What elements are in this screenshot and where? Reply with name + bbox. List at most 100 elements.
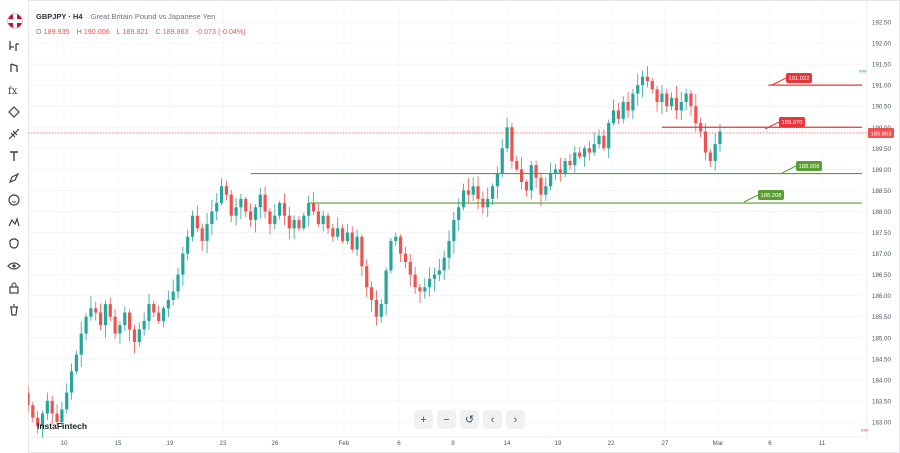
level-tag[interactable] <box>796 161 822 171</box>
close-value: 189.863 <box>162 27 189 36</box>
text-icon[interactable] <box>4 147 24 165</box>
x-tick-label: 15 <box>115 440 122 447</box>
scroll-right-button[interactable]: › <box>506 410 525 429</box>
trend-line-icon[interactable] <box>4 59 24 77</box>
candle-body <box>413 274 417 288</box>
svg-text:fx: fx <box>8 86 18 97</box>
candle-body <box>152 304 156 313</box>
y-tick-label: 185.50 <box>872 314 891 321</box>
candle-body <box>31 405 35 418</box>
level-label: 189.970 <box>782 120 803 126</box>
scroll-left-button[interactable]: ‹ <box>483 410 502 429</box>
y-tick-label: 190.50 <box>872 104 891 111</box>
x-tick-label: 14 <box>504 440 511 447</box>
candle-body <box>674 97 679 111</box>
x-tick-label: 26 <box>272 440 279 447</box>
y-tick-label: 189.50 <box>872 146 891 153</box>
candle-body <box>587 148 591 153</box>
candle-body <box>253 207 258 220</box>
small-tag-top: ### <box>859 69 867 74</box>
x-tick-label: Feb <box>339 440 350 447</box>
reset-button[interactable]: ↺ <box>460 410 479 429</box>
eye-icon[interactable] <box>4 257 24 275</box>
candle-body <box>321 215 325 225</box>
candle-body <box>132 329 137 342</box>
level-tag[interactable] <box>779 117 805 127</box>
candle-body <box>568 160 572 166</box>
ohlc-readout: O 189.935 H 190.006 L 189.821 C 189.863 … <box>36 27 251 36</box>
x-tick-label: 6 <box>768 440 772 447</box>
candle-body <box>36 417 40 427</box>
candle-body <box>457 207 461 220</box>
candle-body <box>195 215 199 229</box>
brand-watermark: InstaFintech <box>37 421 88 431</box>
candle-body <box>113 316 117 334</box>
candle-body <box>626 102 630 111</box>
candle-body <box>258 194 262 208</box>
candle-body <box>640 76 645 86</box>
x-tick-label: Mar <box>713 440 724 447</box>
crosshair-icon[interactable] <box>4 37 24 55</box>
flag-icon[interactable] <box>7 13 23 29</box>
level-tag[interactable] <box>786 73 812 83</box>
candle-body <box>278 203 282 216</box>
measure-icon[interactable] <box>4 213 24 231</box>
candle-body <box>287 215 291 229</box>
symbol-legend: GBPJPY · H4 Great Britain Pound vs Japan… <box>36 12 215 21</box>
patterns-icon[interactable] <box>4 103 24 121</box>
candle-body <box>602 135 606 149</box>
candle-body <box>650 80 654 90</box>
candle-body <box>98 312 103 326</box>
candle-body <box>670 97 674 107</box>
level-tag[interactable] <box>758 190 784 200</box>
candle-body <box>549 173 553 187</box>
y-tick-label: 187.50 <box>872 230 891 237</box>
level-callout-line <box>743 194 759 203</box>
trash-icon[interactable] <box>4 301 24 319</box>
candle-body <box>534 165 538 178</box>
candle-body <box>176 274 180 292</box>
lock-icon[interactable] <box>4 279 24 297</box>
magnet-icon[interactable] <box>4 235 24 253</box>
y-tick-label: 191.50 <box>872 62 891 69</box>
candle-body <box>403 253 408 262</box>
x-tick-label: 19 <box>555 440 562 447</box>
x-tick-label: 6 <box>397 440 401 447</box>
candle-body <box>607 123 611 149</box>
candle-body <box>84 316 88 334</box>
candle-body <box>529 165 533 191</box>
candle-body <box>689 93 693 107</box>
emoji-icon[interactable] <box>4 191 24 209</box>
zoom-in-button[interactable]: + <box>414 410 433 429</box>
candle-body <box>665 93 669 107</box>
candle-body <box>171 291 175 300</box>
candle-body <box>123 312 127 326</box>
candle-body <box>432 274 437 279</box>
candle-body <box>244 198 248 212</box>
brush-icon[interactable] <box>4 169 24 187</box>
candle-body <box>263 194 267 212</box>
candle-body <box>597 135 601 145</box>
candle-body <box>50 400 54 414</box>
change-value: -0.073 (-0.04%) <box>195 27 246 36</box>
candle-body <box>224 186 229 195</box>
candle-body <box>621 102 625 119</box>
x-tick-label: 23 <box>220 440 227 447</box>
candle-body <box>103 304 108 326</box>
projection-icon[interactable] <box>4 125 24 143</box>
candlestick-chart[interactable]: 192.50192.00191.50191.00190.50190.00189.… <box>28 0 900 453</box>
open-label: O <box>36 27 42 36</box>
candle-body <box>539 177 543 195</box>
zoom-out-button[interactable]: − <box>437 410 456 429</box>
candle-body <box>28 392 30 406</box>
candle-body <box>355 236 359 250</box>
candle-body <box>108 304 112 317</box>
level-label: 188.208 <box>761 193 782 199</box>
candle-body <box>389 240 393 271</box>
candle-body <box>282 203 287 216</box>
candle-body <box>297 219 301 229</box>
candle-body <box>616 110 620 119</box>
candle-body <box>157 312 161 321</box>
candle-body <box>374 299 379 317</box>
fibonacci-icon[interactable]: fx <box>4 81 24 99</box>
